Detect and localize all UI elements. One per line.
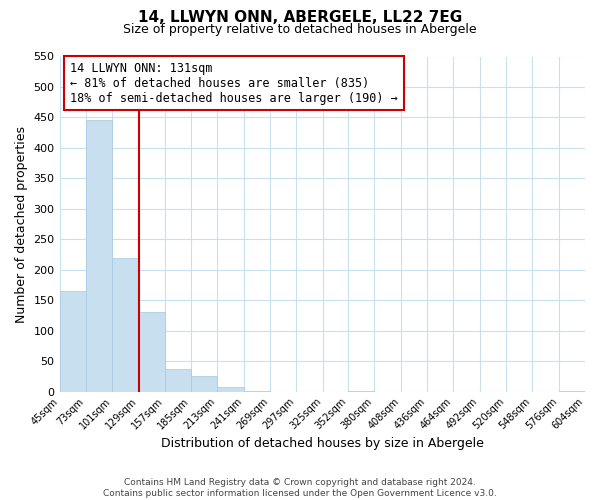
Bar	[112, 258, 139, 392]
Bar	[191, 376, 217, 392]
Text: Size of property relative to detached houses in Abergele: Size of property relative to detached ho…	[123, 22, 477, 36]
Bar	[59, 291, 86, 392]
Bar	[348, 391, 374, 392]
Bar	[217, 387, 244, 392]
Bar	[86, 120, 112, 392]
Bar	[139, 312, 165, 392]
Text: Contains HM Land Registry data © Crown copyright and database right 2024.
Contai: Contains HM Land Registry data © Crown c…	[103, 478, 497, 498]
Bar	[165, 369, 191, 392]
Bar	[559, 391, 585, 392]
Text: 14 LLWYN ONN: 131sqm
← 81% of detached houses are smaller (835)
18% of semi-deta: 14 LLWYN ONN: 131sqm ← 81% of detached h…	[70, 62, 398, 104]
X-axis label: Distribution of detached houses by size in Abergele: Distribution of detached houses by size …	[161, 437, 484, 450]
Bar	[244, 391, 270, 392]
Text: 14, LLWYN ONN, ABERGELE, LL22 7EG: 14, LLWYN ONN, ABERGELE, LL22 7EG	[138, 10, 462, 25]
Y-axis label: Number of detached properties: Number of detached properties	[15, 126, 28, 322]
